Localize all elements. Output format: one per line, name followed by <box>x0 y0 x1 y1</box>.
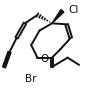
Text: Cl: Cl <box>68 5 79 15</box>
Text: Br: Br <box>25 74 36 84</box>
Text: O: O <box>40 54 48 64</box>
Polygon shape <box>52 10 64 23</box>
